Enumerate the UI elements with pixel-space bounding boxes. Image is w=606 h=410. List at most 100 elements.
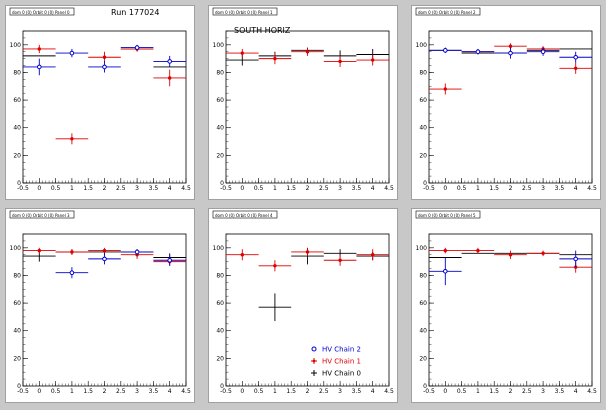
panel-title-box (9, 210, 75, 219)
data-point (88, 247, 121, 254)
data-point (88, 61, 121, 73)
y-tick-label: 40 (419, 125, 427, 132)
x-tick-label: 2.5 (319, 388, 329, 395)
x-tick-label: 0.5 (254, 388, 264, 395)
x-tick-label: 2 (103, 388, 107, 395)
y-tick-label: 0 (423, 180, 427, 187)
x-tick-label: 4.5 (587, 388, 597, 395)
x-tick-label: 2 (509, 185, 513, 192)
data-point (356, 54, 389, 66)
marker-open-circle (167, 59, 172, 64)
data-point (323, 55, 357, 67)
panel-title: dom 0 (0) Orbit 0 (0) Panel 5 (418, 213, 476, 218)
y-tick-label: 80 (13, 272, 21, 279)
data-point (323, 254, 357, 266)
y-tick-label: 80 (216, 69, 224, 76)
legend-label: HV Chain 2 (322, 346, 361, 354)
y-tick-label: 100 (10, 42, 22, 49)
x-tick-label: 1 (476, 388, 480, 395)
data-point (356, 249, 389, 261)
panel-annotation: Run 177024 (111, 8, 159, 17)
x-tick-label: 1.5 (286, 388, 296, 395)
data-point (55, 48, 89, 58)
data-point (461, 247, 495, 254)
data-point (226, 48, 259, 58)
panel-annotation: SOUTH HORIZ (234, 26, 291, 35)
y-tick-label: 60 (419, 300, 427, 307)
data-point (258, 293, 292, 322)
x-tick-label: 2.5 (116, 185, 126, 192)
y-tick-label: 100 (10, 245, 22, 252)
x-tick-label: 4.5 (384, 388, 394, 395)
data-point (23, 44, 56, 54)
x-tick-label: 3 (338, 388, 342, 395)
panel-5-plot: dom 0 (0) Orbit 0 (0) Panel 5-0.5 0 0.5 1 1.… (416, 210, 597, 395)
x-tick-label: 3.5 (555, 388, 565, 395)
x-tick-label: 0 (37, 185, 41, 192)
marker-open-circle (475, 49, 481, 55)
x-tick-label: 4.5 (384, 185, 394, 192)
x-tick-label: -0.5 (423, 185, 435, 192)
y-tick-label: 40 (216, 328, 224, 335)
x-tick-label: 3.5 (352, 185, 362, 192)
data-point (120, 44, 154, 51)
marker-star (476, 248, 480, 253)
panel-title-box (212, 7, 278, 16)
y-tick-label: 0 (17, 180, 21, 187)
data-point (55, 133, 89, 145)
data-point (153, 254, 186, 266)
x-tick-label: 4.5 (587, 185, 597, 192)
panel-title: dom 0 (0) Orbit 0 (0) Panel 4 (215, 213, 273, 218)
marker-star (443, 248, 447, 253)
y-tick-label: 60 (216, 97, 224, 104)
legend-marker-star (312, 359, 316, 363)
marker-open-circle (102, 256, 107, 262)
marker-open-circle (573, 256, 578, 262)
x-tick-label: 0.5 (457, 388, 467, 395)
x-tick-label: 4.5 (181, 388, 191, 395)
data-point (226, 249, 259, 261)
data-point (494, 250, 527, 259)
marker-star (102, 55, 107, 59)
marker-star (443, 87, 447, 91)
marker-open-circle (443, 48, 448, 53)
data-point (526, 250, 560, 257)
x-tick-label: 0 (240, 185, 244, 192)
marker-star (574, 66, 578, 71)
x-tick-label: 0.5 (254, 185, 264, 192)
data-point (23, 247, 56, 254)
marker-open-circle (508, 50, 513, 56)
x-tick-label: 0.5 (51, 388, 61, 395)
marker-star (168, 76, 172, 80)
x-tick-label: 4 (574, 388, 578, 395)
data-point (258, 260, 292, 272)
marker-star (70, 137, 74, 141)
marker-star (102, 248, 107, 253)
panel-2: dom 0 (0) Orbit 0 (0) Panel 2 -0.5 0 0.5 1 1.… (411, 5, 601, 200)
x-tick-label: 0 (443, 185, 447, 192)
x-tick-label: 3 (135, 185, 139, 192)
marker-star (371, 253, 375, 257)
y-tick-label: 60 (13, 97, 21, 104)
x-tick-label: 0.5 (51, 185, 61, 192)
marker-star (37, 47, 41, 51)
panel-3-plot: dom 0 (0) Orbit 0 (0) Panel 3-0.5 0 0.5 1 1.… (9, 210, 191, 395)
y-tick-label: 20 (13, 152, 21, 159)
x-tick-label: 1.5 (83, 388, 93, 395)
data-point (291, 47, 324, 56)
marker-star (273, 56, 277, 61)
y-tick-label: 0 (423, 383, 427, 390)
x-tick-label: -0.5 (220, 185, 232, 192)
y-tick-label: 20 (419, 355, 427, 362)
data-point (55, 267, 89, 279)
x-tick-label: 1.5 (286, 185, 296, 192)
panel-title: dom 0 (0) Orbit 0 (0) Panel 1 (215, 10, 273, 15)
x-tick-label: 3.5 (352, 388, 362, 395)
data-point (429, 247, 462, 254)
data-point (291, 247, 324, 257)
x-tick-label: 2.5 (522, 388, 532, 395)
marker-open-circle (573, 54, 578, 60)
data-point (461, 48, 495, 55)
marker-star (37, 248, 41, 253)
